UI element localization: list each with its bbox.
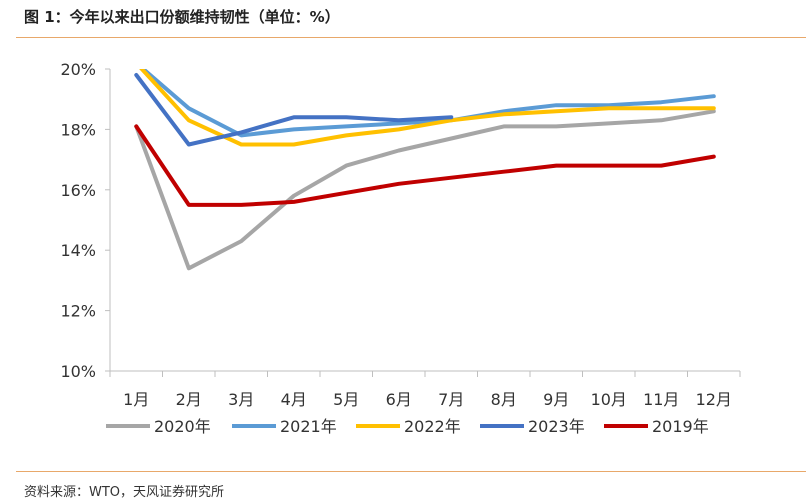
title-divider xyxy=(16,37,806,38)
x-tick-label: 7月 xyxy=(438,390,464,409)
chart-legend: 2020年 2021年 2022年 2023年 2019年 xyxy=(106,417,709,436)
series-line-2022年 xyxy=(139,69,716,147)
x-tick-label: 1月 xyxy=(123,390,149,409)
y-tick-label: 16% xyxy=(60,181,96,200)
y-tick-label: 12% xyxy=(60,302,96,321)
x-tick-label: 6月 xyxy=(386,390,412,409)
series-line-2023年 xyxy=(134,73,454,147)
legend-label: 2020年 xyxy=(154,417,211,436)
series-line-2021年 xyxy=(140,69,716,138)
series-line-2019年 xyxy=(134,124,716,207)
x-tick-label: 4月 xyxy=(281,390,307,409)
legend-label: 2022年 xyxy=(404,417,461,436)
x-tick-label: 8月 xyxy=(491,390,517,409)
legend-label: 2021年 xyxy=(280,417,337,436)
series-line-2020年 xyxy=(134,109,716,271)
chart-axes xyxy=(105,68,741,377)
y-axis-labels: 10% 12% 14% 16% 18% 20% xyxy=(60,60,96,381)
x-tick-label: 12月 xyxy=(696,390,732,409)
y-tick-label: 18% xyxy=(60,120,96,139)
legend-label: 2019年 xyxy=(652,417,709,436)
source-divider xyxy=(16,471,806,472)
x-tick-label: 9月 xyxy=(543,390,569,409)
y-tick-label: 10% xyxy=(60,362,96,381)
x-tick-label: 3月 xyxy=(228,390,254,409)
y-tick-label: 14% xyxy=(60,241,96,260)
source-note: 资料来源：WTO，天风证券研究所 xyxy=(24,485,225,500)
legend-label: 2023年 xyxy=(528,417,585,436)
x-axis-labels: 1月 2月 3月 4月 5月 6月 7月 8月 9月 10月 11月 12月 xyxy=(123,390,732,409)
series-lines xyxy=(134,69,716,271)
x-tick-label: 10月 xyxy=(591,390,627,409)
figure-title: 图 1：今年以来出口份额维持韧性（单位：%） xyxy=(24,8,340,26)
x-tick-label: 5月 xyxy=(333,390,359,409)
x-tick-label: 2月 xyxy=(176,390,202,409)
y-tick-label: 20% xyxy=(60,60,96,79)
line-chart: 10% 12% 14% 16% 18% 20% 1月 2月 3月 4月 5月 6月 7月 8月 9月 10月… xyxy=(60,60,741,436)
x-tick-label: 11月 xyxy=(643,390,679,409)
